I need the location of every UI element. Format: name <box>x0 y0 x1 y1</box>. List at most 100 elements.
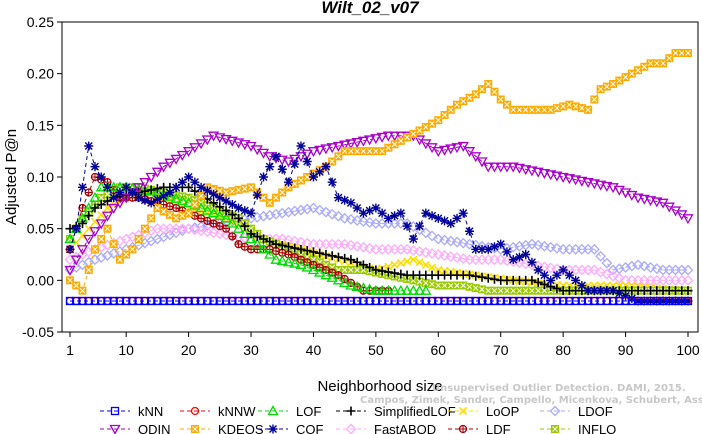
legend-item-inflo: INFLO <box>540 422 616 434</box>
point-fastabod <box>414 245 425 257</box>
point-ldf <box>221 224 231 233</box>
point-kdeos <box>103 224 112 233</box>
point-kdeos <box>66 276 74 285</box>
series-line-fastabod <box>69 228 688 281</box>
legend-marker-loop <box>458 406 468 416</box>
point-fastabod <box>189 224 201 236</box>
point-simplifiedlof <box>383 267 393 277</box>
watermark-line-1: Unsupervised Outlier Detection. DAMI, 20… <box>432 383 686 394</box>
point-odin <box>158 162 170 173</box>
point-fastabod <box>220 229 232 241</box>
point-knn <box>209 296 218 306</box>
point-odin <box>594 180 607 191</box>
legend-item-loop: LoOP <box>448 404 519 419</box>
point-simplifiedlof <box>483 273 493 283</box>
point-kdeos <box>278 188 287 197</box>
point-knn <box>240 296 249 306</box>
point-knn <box>371 296 381 306</box>
point-cof <box>171 182 181 192</box>
point-simplifiedlof <box>215 202 225 212</box>
point-odin <box>332 141 345 152</box>
point-knn <box>284 296 293 306</box>
point-loop <box>403 257 412 266</box>
point-simplifiedlof <box>152 184 162 194</box>
point-lof <box>420 284 432 295</box>
point-fastabod <box>601 268 613 280</box>
point-knn <box>402 296 412 306</box>
point-cof <box>327 177 337 187</box>
point-knn <box>103 296 112 306</box>
point-cof <box>127 188 137 197</box>
point-cof <box>589 286 599 296</box>
point-odin <box>182 147 195 157</box>
point-ldof <box>426 230 438 242</box>
point-ldf <box>228 232 237 241</box>
point-cof <box>496 239 506 249</box>
point-knn <box>534 296 543 306</box>
point-simplifiedlof <box>471 271 481 281</box>
point-knn <box>658 296 668 306</box>
point-cof <box>227 200 237 210</box>
point-kdeos <box>178 211 187 220</box>
point-lof <box>245 233 257 244</box>
point-knn <box>496 296 505 306</box>
point-simplifiedlof <box>90 203 100 213</box>
point-ldf <box>84 188 93 197</box>
point-simplifiedlof <box>96 200 106 210</box>
point-cof <box>596 286 606 296</box>
point-odin <box>382 131 394 142</box>
point-lof <box>332 274 345 285</box>
point-lof <box>220 212 232 223</box>
point-cof <box>315 167 325 177</box>
point-knn <box>196 296 206 306</box>
point-lof <box>176 194 188 205</box>
point-lof <box>201 204 213 215</box>
point-odin <box>282 157 295 168</box>
point-simplifiedlof <box>84 211 94 221</box>
point-simplifiedlof <box>533 277 543 287</box>
point-simplifiedlof <box>358 260 368 270</box>
point-knn <box>315 296 324 306</box>
point-odin <box>83 234 95 245</box>
point-knn <box>203 296 212 306</box>
point-knn <box>221 296 231 306</box>
point-ldof <box>333 210 344 222</box>
legend-marker-ldf <box>458 424 468 434</box>
point-lof <box>282 256 295 267</box>
point-odin <box>470 152 482 163</box>
point-odin <box>339 140 351 151</box>
legend-label-ldof: LDOF <box>578 404 613 419</box>
watermark-line-2: Campos, Zimek, Sander, Campello, Micenko… <box>360 395 702 406</box>
point-kdeos <box>190 200 199 209</box>
point-cof <box>190 177 200 187</box>
point-ldof <box>645 261 656 273</box>
point-ldof <box>551 242 563 254</box>
point-odin <box>644 196 657 207</box>
legend-label-knnw: kNNW <box>218 404 256 419</box>
legend-marker-inflo <box>551 425 559 433</box>
point-cof <box>552 270 562 280</box>
legend-label-simplifiedlof: SimplifiedLOF <box>374 404 456 419</box>
point-ldof <box>439 234 450 246</box>
point-knn <box>246 296 256 306</box>
point-odin <box>64 265 76 276</box>
point-ldof <box>620 261 631 273</box>
point-odin <box>570 175 582 186</box>
x-tick-label: 10 <box>118 342 134 358</box>
point-odin <box>457 141 469 152</box>
point-simplifiedlof <box>477 272 487 282</box>
point-odin <box>326 143 338 154</box>
point-lof <box>307 264 320 275</box>
y-tick-label: 0.25 <box>27 14 54 30</box>
point-odin <box>638 194 650 205</box>
point-loop <box>421 260 430 269</box>
point-knn <box>552 296 562 306</box>
point-knn <box>577 296 587 306</box>
legend-label-fastabod: FastABOD <box>374 422 436 434</box>
point-cof <box>115 188 125 197</box>
legend-item-knnw: kNNW <box>180 404 256 419</box>
legend-label-odin: ODIN <box>138 422 171 434</box>
point-kdeos <box>122 250 131 259</box>
point-kdeos <box>478 85 486 94</box>
